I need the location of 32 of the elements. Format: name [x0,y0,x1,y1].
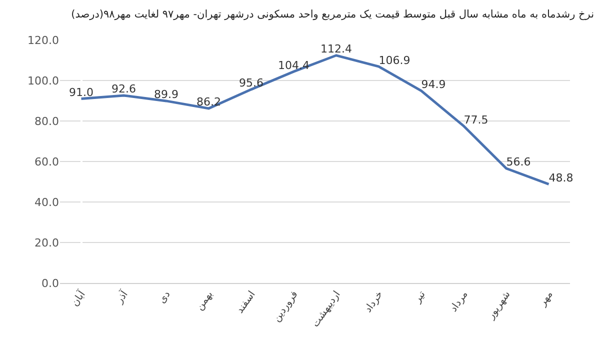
x-tick-label: شهریور [485,289,513,322]
y-tick-label: 80.0 [34,114,59,128]
text: 48.8 [548,171,574,184]
x-tick-label: دی [156,289,173,306]
x-tick-label: مرداد [448,289,470,314]
text: 92.6 [112,82,136,96]
text: 95.6 [239,76,264,90]
x-tick-label: مهر [536,289,556,310]
x-tick-label: اردیبهشت [310,289,343,330]
y-tick-label: 40.0 [34,196,59,209]
text: 89.9 [154,88,178,102]
text: 91.0 [69,86,94,99]
x-tick-label: فروردین [271,289,300,324]
x-tick-label: آذر [112,287,132,306]
text: 56.6 [506,156,531,169]
y-tick-label: 0.0 [42,276,59,290]
text: 94.9 [421,78,446,92]
text: 77.5 [464,113,488,126]
chart-title: نرخ رشدماه به ماه مشابه سال قبل متوسط قیمت یک مترمربع واحد مسکونی درشهر تهران- مهر۹۷ لغایت مهر۹۸(درصد) [71,8,594,21]
x-tick-label: تیر [412,289,428,306]
x-tick-label: آبان [68,287,89,309]
text: 112.4 [320,42,352,56]
text: 106.9 [378,54,410,67]
y-tick-label: 100.0 [28,74,59,88]
y-tick-label: 120.0 [28,34,59,47]
text: 86.2 [196,96,221,109]
x-tick-label: اسفند [234,289,258,316]
text: 104.4 [278,58,310,72]
y-tick-label: 20.0 [34,236,59,250]
x-tick-label: بهمن [194,289,216,313]
x-tick-label: خرداد [362,289,386,315]
y-tick-label: 60.0 [34,155,59,168]
